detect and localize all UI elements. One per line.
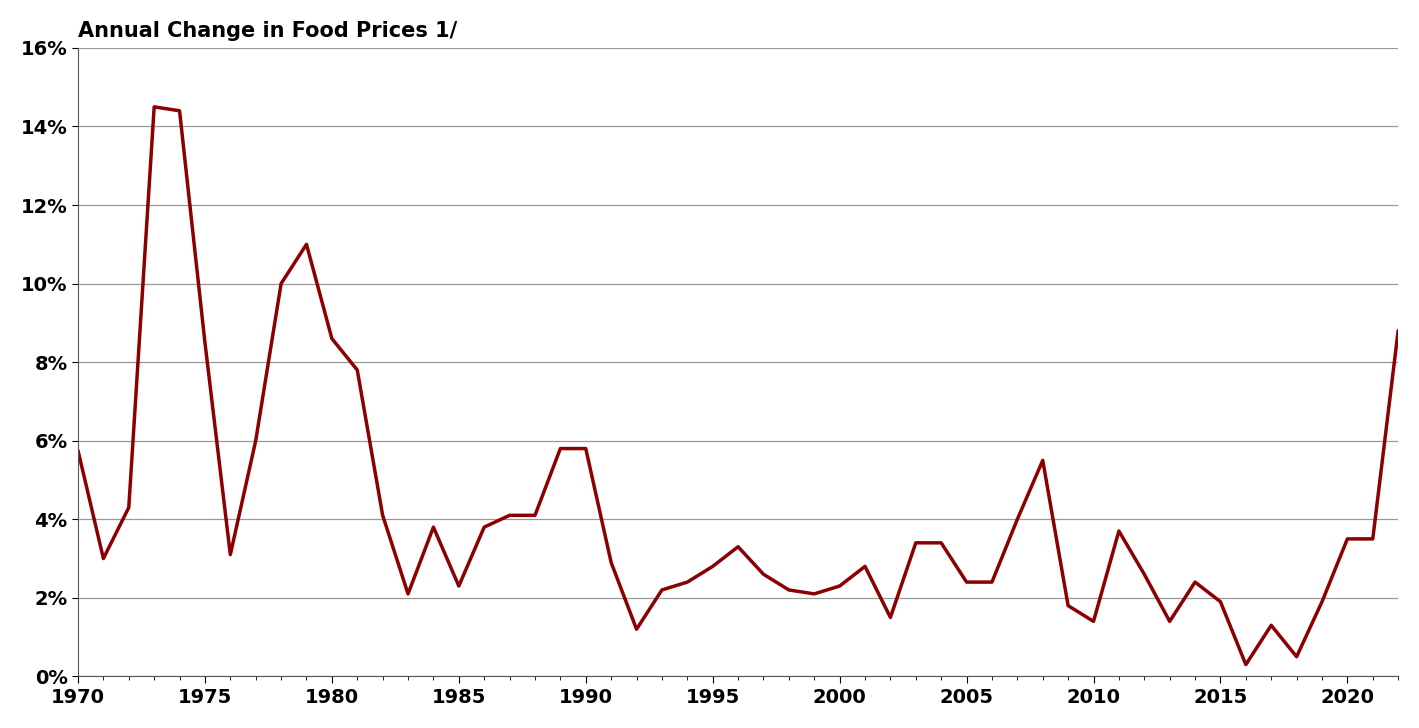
Text: Annual Change in Food Prices 1/: Annual Change in Food Prices 1/: [78, 21, 457, 41]
